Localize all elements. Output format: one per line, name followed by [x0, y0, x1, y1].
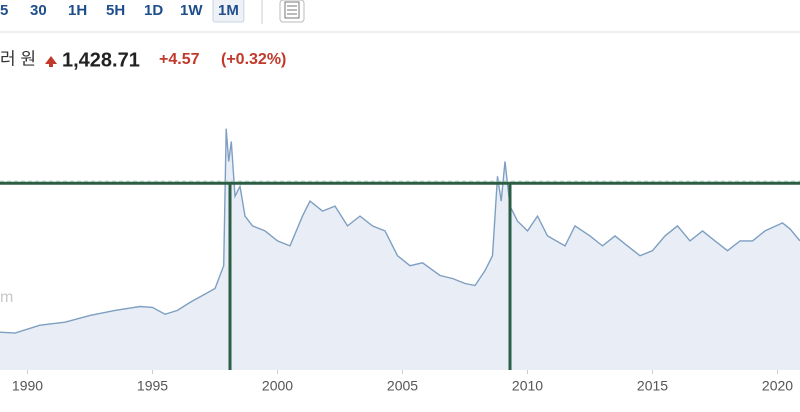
x-tick-label: 1995 [137, 378, 168, 394]
instrument-name: 러 원 [0, 49, 36, 68]
chart-type-icon[interactable] [279, 0, 305, 23]
x-tick-label: 2005 [387, 378, 418, 394]
up-arrow [45, 56, 57, 64]
x-tick-label: 2010 [512, 378, 543, 394]
price-line [0, 128, 800, 334]
x-tick-label: 2020 [762, 378, 793, 394]
interval-button[interactable]: 1H [68, 2, 87, 19]
area-fill [0, 128, 800, 370]
x-tick-label: 2015 [637, 378, 668, 394]
watermark: m [0, 289, 13, 306]
x-tick-label: 2000 [262, 378, 293, 394]
selected-interval-bg [212, 0, 245, 23]
price: 1,428.71 [62, 49, 140, 71]
change-percent: (+0.32%) [221, 51, 286, 68]
toolbar: 5 30 1H 5H 1D 1W 1M [0, 0, 245, 23]
interval-button[interactable]: 1W [180, 2, 203, 19]
interval-button[interactable]: 1D [144, 2, 163, 19]
up-arrow-stem [49, 63, 53, 67]
chart: m 1990 1995 2000 2005 2010 2015 2020 [0, 128, 800, 394]
interval-button[interactable]: 5H [106, 2, 125, 19]
interval-button[interactable]: 5 [0, 2, 8, 19]
interval-button[interactable]: 30 [30, 2, 47, 19]
change: +4.57 [159, 51, 200, 68]
interval-button[interactable]: 1M [218, 2, 239, 19]
x-tick-label: 1990 [12, 378, 43, 394]
